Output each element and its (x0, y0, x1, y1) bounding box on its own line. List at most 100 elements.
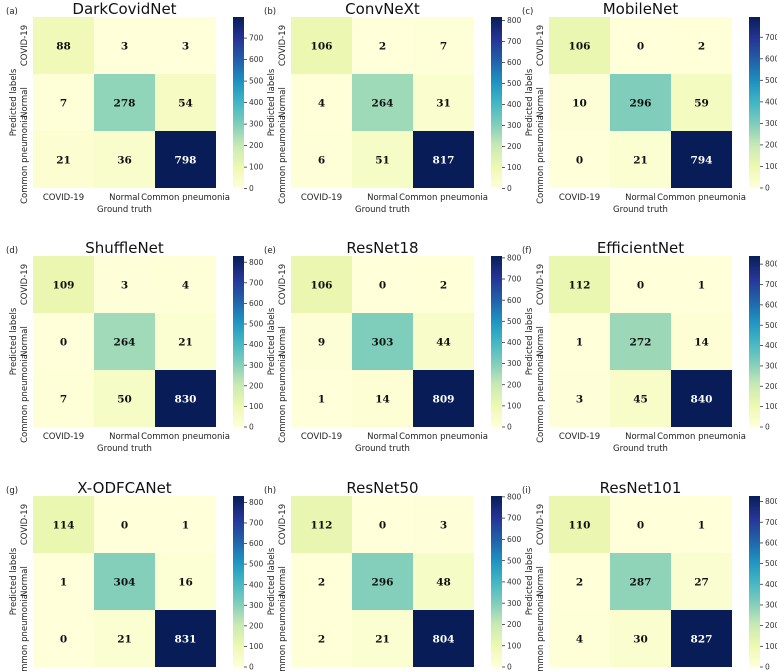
heatmap-cell (352, 610, 413, 667)
colorbar-tick-label: 200 (507, 142, 522, 151)
heatmap-cell (155, 610, 216, 667)
cell-value-label: 4 (318, 98, 325, 110)
cell-value-label: 7 (440, 41, 447, 53)
cell-value-label: 21 (178, 337, 193, 349)
heatmap-cell (155, 553, 216, 610)
heatmap-panel: (d) ShuffleNet 109 3 4 0 264 21 7 50 830 COVID-19 No… (6, 239, 264, 454)
heatmap-panel: (g) X-ODFCANet 114 0 1 1 304 16 0 21 831 COVID-19 No… (6, 479, 264, 671)
heatmap-panel: (b) ConvNeXt 106 2 7 4 264 31 6 51 817 COVID-19 Norm… (264, 0, 522, 215)
cell-value-label: 2 (576, 577, 583, 589)
x-tick-label: COVID-19 (301, 432, 342, 442)
y-tick-label: COVID-19 (20, 264, 30, 305)
heatmap-cell (291, 74, 352, 131)
y-axis-label: Predicted labels (267, 307, 277, 375)
cell-value-label: 264 (114, 337, 136, 349)
heatmap-panel: (h) ResNet50 112 0 3 2 296 48 2 21 804 COVID-19 Norm… (264, 479, 522, 671)
cell-value-label: 4 (576, 634, 583, 646)
colorbar-tick-label: 500 (249, 560, 264, 569)
y-tick-label: Normal (278, 566, 288, 597)
heatmap-cell (291, 313, 352, 370)
heatmap-cell (33, 131, 94, 188)
chart-title: ResNet18 (346, 239, 418, 257)
heatmap-cell (413, 131, 474, 188)
cell-value-label: 14 (375, 394, 390, 406)
x-tick-label: Common pneumonia (141, 432, 230, 442)
cell-value-label: 1 (60, 577, 67, 589)
heatmap-cell (413, 370, 474, 427)
colorbar-tick-label: 800 (249, 498, 264, 507)
cell-value-label: 51 (375, 155, 390, 167)
x-tick-label: Common pneumonia (399, 193, 488, 203)
heatmap-cell (610, 313, 671, 370)
colorbar (491, 17, 502, 188)
cell-value-label: 44 (436, 337, 451, 349)
cell-value-label: 45 (633, 394, 648, 406)
heatmap-cell (413, 256, 474, 313)
heatmap-panel: (a) DarkCovidNet 88 3 3 7 278 54 21 36 798 COVID-19… (6, 0, 264, 215)
cell-value-label: 2 (440, 280, 447, 292)
colorbar-tick-label: 200 (765, 141, 777, 150)
x-tick-label: Normal (625, 432, 656, 442)
colorbar-tick-label: 400 (507, 338, 522, 347)
x-tick-label: COVID-19 (301, 193, 342, 203)
cell-value-label: 2 (318, 634, 325, 646)
heatmap-cell (33, 313, 94, 370)
heatmap-cell (155, 496, 216, 553)
x-tick-label: Normal (367, 193, 398, 203)
heatmap-cell (291, 131, 352, 188)
x-tick-label: COVID-19 (559, 193, 600, 203)
colorbar-tick-label: 100 (765, 642, 777, 651)
y-axis-label: Predicted labels (525, 547, 535, 615)
cell-value-label: 3 (440, 520, 447, 532)
cell-value-label: 1 (182, 520, 189, 532)
x-tick-label: Normal (367, 432, 398, 442)
x-tick-label: Normal (109, 432, 140, 442)
colorbar-tick-label: 300 (507, 359, 522, 368)
panel-label: (b) (264, 7, 276, 17)
cell-value-label: 109 (53, 280, 75, 292)
heatmap-cell (352, 496, 413, 553)
x-axis-label: Ground truth (613, 205, 668, 215)
colorbar-tick-label: 700 (249, 519, 264, 528)
colorbar-tick-label: 0 (507, 423, 512, 432)
cell-value-label: 296 (630, 98, 652, 110)
heatmap-cell (94, 370, 155, 427)
cell-value-label: 809 (433, 394, 455, 406)
colorbar-tick-label: 100 (507, 163, 522, 172)
cell-value-label: 106 (311, 41, 333, 53)
heatmap-cell (33, 17, 94, 74)
colorbar-tick-label: 500 (765, 321, 777, 330)
colorbar-tick-label: 100 (765, 162, 777, 171)
y-tick-label: COVID-19 (536, 504, 546, 545)
cell-value-label: 1 (698, 280, 705, 292)
cell-value-label: 10 (572, 98, 587, 110)
heatmap-panel: (i) ResNet101 110 0 1 2 287 27 4 30 827 COVID-19 Nor… (522, 479, 777, 671)
colorbar (749, 17, 760, 188)
colorbar-tick-label: 500 (249, 77, 264, 86)
colorbar-tick-label: 0 (765, 184, 770, 193)
heatmap-cell (155, 74, 216, 131)
cell-value-label: 0 (576, 155, 583, 167)
cell-value-label: 278 (114, 98, 136, 110)
colorbar-tick-label: 800 (249, 258, 264, 267)
heatmap-panel: (f) EfficientNet 112 0 1 1 272 14 3 45 840 COVID-19… (522, 239, 777, 454)
heatmap-cell (291, 496, 352, 553)
y-tick-label: Normal (536, 87, 546, 118)
colorbar-tick-label: 300 (765, 601, 777, 610)
heatmap-cell (94, 256, 155, 313)
colorbar-tick-label: 200 (249, 381, 264, 390)
colorbar-tick-label: 600 (249, 539, 264, 548)
x-tick-label: Normal (109, 193, 140, 203)
y-axis-label: Predicted labels (525, 68, 535, 136)
cell-value-label: 54 (178, 98, 193, 110)
y-tick-label: Common pneumonia (536, 354, 546, 443)
heatmap-cell (94, 610, 155, 667)
y-tick-label: Normal (20, 326, 30, 357)
heatmap-panel: (c) MobileNet 106 0 2 10 296 59 0 21 794 COVID-19 No… (522, 0, 777, 215)
y-tick-label: COVID-19 (536, 25, 546, 66)
cell-value-label: 30 (633, 634, 648, 646)
x-axis-label: Ground truth (613, 444, 668, 454)
y-axis-label: Predicted labels (9, 547, 19, 615)
heatmap-cell (671, 370, 732, 427)
x-tick-label: COVID-19 (43, 193, 84, 203)
